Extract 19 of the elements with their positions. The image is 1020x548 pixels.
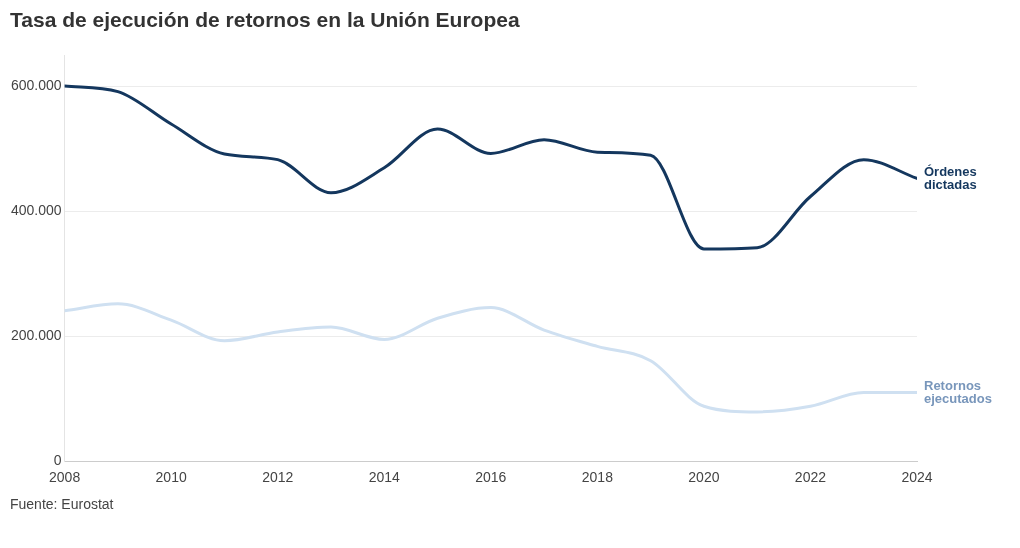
x-tick-label: 2022 (794, 469, 827, 486)
series-label: Retornos ejecutados (924, 378, 992, 407)
source-note: Fuente: Eurostat (10, 496, 115, 512)
x-tick-label: 2018 (581, 469, 614, 486)
x-tick-label: 2016 (475, 469, 507, 486)
x-tick-label: 2014 (368, 469, 401, 486)
line-series (64, 302, 917, 414)
y-tick-label: 0 (53, 452, 62, 469)
chart-title: Tasa de ejecución de retornos en la Unión Europea (10, 8, 521, 32)
x-tick-label: 2020 (688, 469, 720, 486)
line-series (64, 84, 917, 251)
x-tick-label: 2010 (155, 469, 187, 486)
y-tick-label: 400.000 (11, 202, 62, 219)
x-tick-label: 2012 (262, 469, 294, 486)
x-tick-label: 2024 (901, 469, 933, 486)
x-tick-label: 2008 (49, 469, 81, 486)
series-label: Órdenes dictadas (924, 163, 977, 192)
y-tick-label: 200.000 (11, 327, 62, 344)
y-tick-label: 600.000 (11, 77, 62, 94)
